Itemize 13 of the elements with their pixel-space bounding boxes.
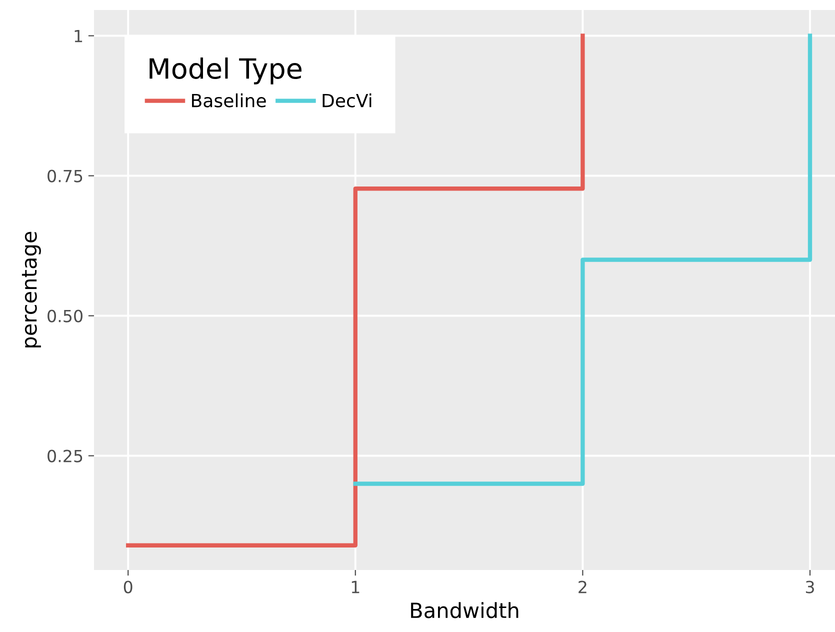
y-tick-label: 0.25 xyxy=(48,450,82,462)
y-tick-label: 0.50 xyxy=(48,310,82,322)
legend-label: Baseline xyxy=(192,93,266,108)
y-tick-label: 0.75 xyxy=(48,170,82,182)
x-tick-label: 2 xyxy=(578,580,586,594)
y-axis-title: percentage xyxy=(22,232,41,348)
legend-label: DecVi xyxy=(322,93,372,108)
y-tick-label: 1 xyxy=(74,30,82,42)
x-tick-label: 0 xyxy=(124,580,132,594)
x-tick-label: 3 xyxy=(806,580,814,594)
x-tick-label: 1 xyxy=(352,580,360,594)
x-axis-title: Bandwidth xyxy=(411,602,518,618)
legend-title: Model Type xyxy=(150,57,302,84)
